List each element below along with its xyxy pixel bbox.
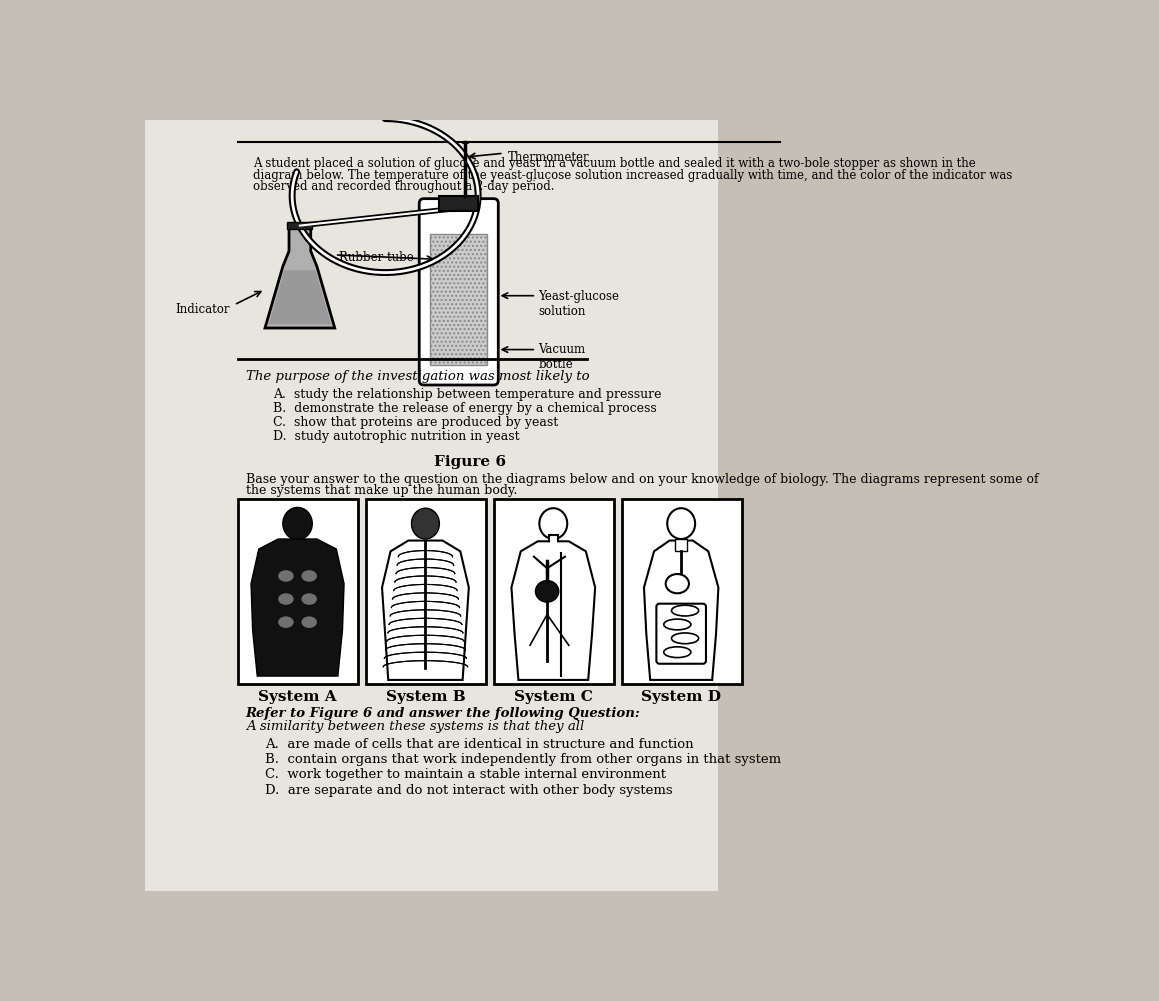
Text: A.  are made of cells that are identical in structure and function: A. are made of cells that are identical …	[265, 738, 693, 751]
Text: System C: System C	[513, 690, 592, 704]
Ellipse shape	[671, 633, 699, 644]
Polygon shape	[252, 539, 344, 676]
Text: B.  demonstrate the release of energy by a chemical process: B. demonstrate the release of energy by …	[272, 402, 656, 415]
Bar	[238, 498, 358, 684]
Text: B.  contain organs that work independently from other organs in that system: B. contain organs that work independentl…	[265, 753, 781, 766]
Ellipse shape	[411, 509, 439, 539]
Text: The purpose of the investigation was most likely to: The purpose of the investigation was mos…	[246, 370, 589, 383]
Text: D.  study autotrophic nutrition in yeast: D. study autotrophic nutrition in yeast	[272, 429, 519, 442]
Text: A similarity between these systems is that they all: A similarity between these systems is th…	[246, 720, 584, 733]
Text: Refer to Figure 6 and answer the following Question:: Refer to Figure 6 and answer the followi…	[246, 707, 641, 720]
Text: A.  study the relationship between temperature and pressure: A. study the relationship between temper…	[272, 388, 662, 401]
Text: D.  are separate and do not interact with other body systems: D. are separate and do not interact with…	[265, 784, 672, 797]
Bar	[366, 498, 486, 684]
Ellipse shape	[664, 619, 691, 630]
Ellipse shape	[664, 647, 691, 658]
Text: observed and recorded throughout a 2-day period.: observed and recorded throughout a 2-day…	[254, 180, 555, 193]
Bar	[621, 498, 742, 684]
Polygon shape	[644, 541, 719, 680]
Ellipse shape	[278, 594, 293, 605]
Text: Figure 6: Figure 6	[435, 455, 506, 469]
Text: C.  work together to maintain a stable internal environment: C. work together to maintain a stable in…	[265, 769, 666, 782]
Text: System D: System D	[641, 690, 721, 704]
Ellipse shape	[278, 571, 293, 582]
Bar	[287, 222, 312, 229]
Ellipse shape	[539, 509, 567, 539]
Polygon shape	[265, 228, 335, 328]
Text: Thermometer: Thermometer	[508, 151, 589, 164]
Polygon shape	[269, 270, 330, 324]
Text: Base your answer to the question on the diagrams below and on your knowledge of : Base your answer to the question on the …	[246, 472, 1038, 485]
Text: System A: System A	[258, 690, 337, 704]
Ellipse shape	[671, 606, 699, 616]
Bar	[430, 234, 488, 365]
Text: C.  show that proteins are produced by yeast: C. show that proteins are produced by ye…	[272, 415, 557, 428]
Text: Rubber tube: Rubber tube	[338, 251, 414, 264]
Text: the systems that make up the human body.: the systems that make up the human body.	[246, 484, 517, 497]
Ellipse shape	[301, 594, 316, 605]
Polygon shape	[511, 542, 596, 680]
Text: diagram below. The temperature of the yeast-glucose solution increased gradually: diagram below. The temperature of the ye…	[254, 168, 1013, 181]
Ellipse shape	[283, 508, 312, 540]
Text: Yeast-glucose
solution: Yeast-glucose solution	[539, 289, 620, 317]
Ellipse shape	[301, 617, 316, 628]
Ellipse shape	[535, 581, 559, 603]
Bar	[675, 539, 687, 552]
Ellipse shape	[301, 571, 316, 582]
Text: System B: System B	[386, 690, 465, 704]
Ellipse shape	[665, 574, 688, 594]
FancyBboxPatch shape	[420, 198, 498, 385]
Text: Vacuum
bottle: Vacuum bottle	[539, 343, 585, 371]
Text: A student placed a solution of glucose and yeast in a vacuum bottle and sealed i: A student placed a solution of glucose a…	[254, 157, 976, 170]
Bar	[719, 120, 1043, 891]
Ellipse shape	[668, 509, 695, 539]
Ellipse shape	[278, 617, 293, 628]
Polygon shape	[382, 541, 469, 680]
Bar	[439, 195, 479, 211]
Text: Indicator: Indicator	[176, 303, 231, 316]
Bar	[494, 498, 614, 684]
